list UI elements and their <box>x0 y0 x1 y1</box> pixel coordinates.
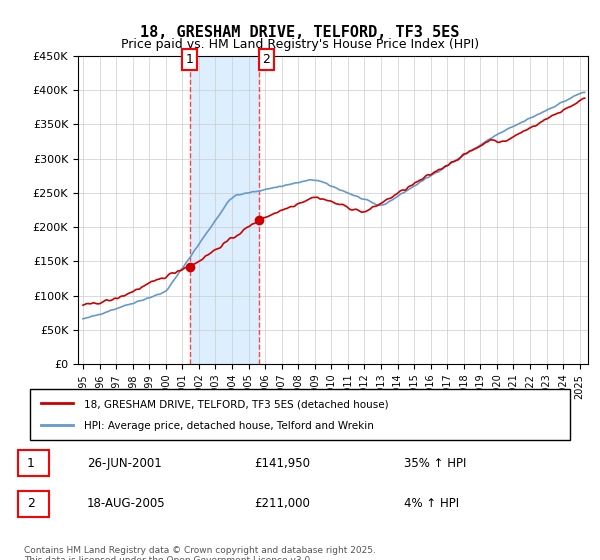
Text: £211,000: £211,000 <box>254 497 310 510</box>
Text: 18, GRESHAM DRIVE, TELFORD, TF3 5ES (detached house): 18, GRESHAM DRIVE, TELFORD, TF3 5ES (det… <box>84 399 389 409</box>
Text: £141,950: £141,950 <box>254 456 310 470</box>
Text: 18-AUG-2005: 18-AUG-2005 <box>87 497 166 510</box>
Text: 26-JUN-2001: 26-JUN-2001 <box>87 456 161 470</box>
Text: 2: 2 <box>27 497 35 510</box>
Text: Contains HM Land Registry data © Crown copyright and database right 2025.
This d: Contains HM Land Registry data © Crown c… <box>24 546 376 560</box>
Text: 2: 2 <box>262 53 270 66</box>
Bar <box>190 56 259 364</box>
FancyBboxPatch shape <box>18 491 49 517</box>
Text: 35% ↑ HPI: 35% ↑ HPI <box>404 456 466 470</box>
Text: 18, GRESHAM DRIVE, TELFORD, TF3 5ES: 18, GRESHAM DRIVE, TELFORD, TF3 5ES <box>140 25 460 40</box>
FancyBboxPatch shape <box>30 389 570 440</box>
Text: 4% ↑ HPI: 4% ↑ HPI <box>404 497 459 510</box>
Text: 1: 1 <box>27 456 35 470</box>
Text: Price paid vs. HM Land Registry's House Price Index (HPI): Price paid vs. HM Land Registry's House … <box>121 38 479 51</box>
Text: 1: 1 <box>185 53 193 66</box>
Text: HPI: Average price, detached house, Telford and Wrekin: HPI: Average price, detached house, Telf… <box>84 422 374 432</box>
FancyBboxPatch shape <box>18 450 49 476</box>
